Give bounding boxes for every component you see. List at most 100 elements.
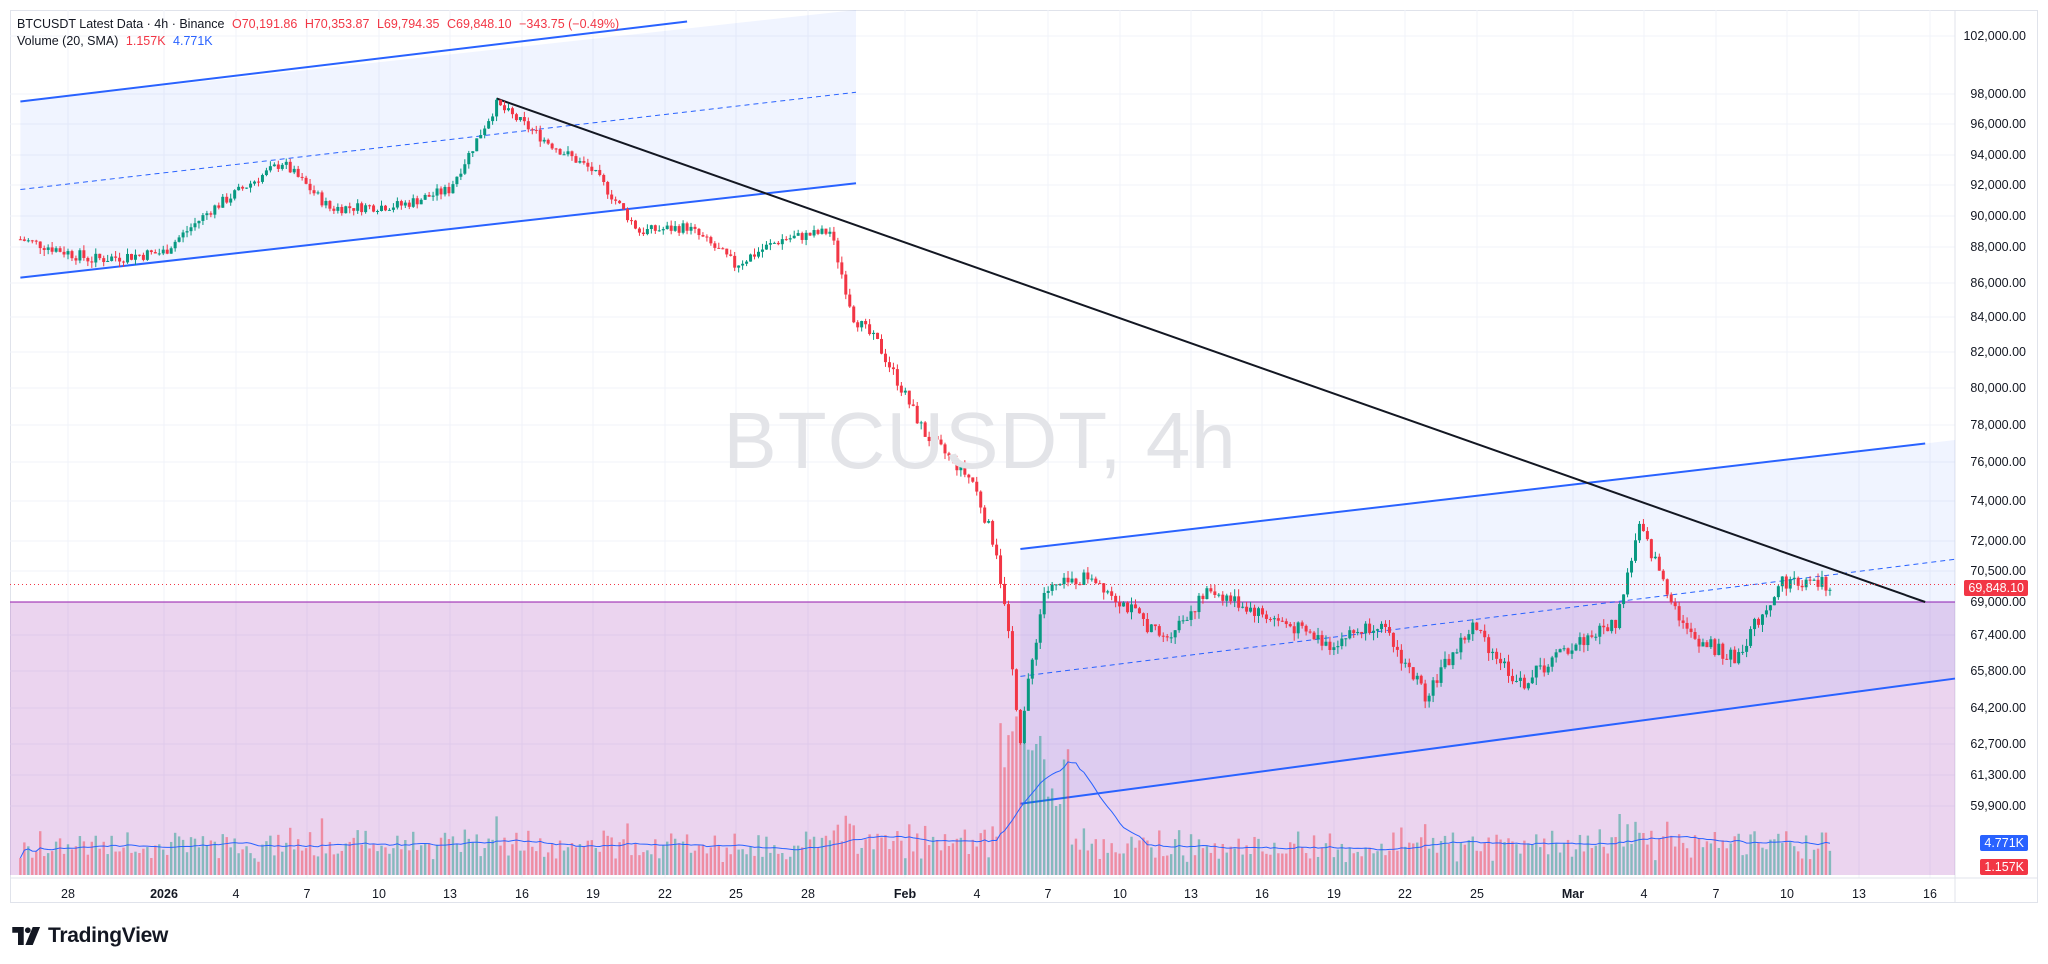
volume-bar [1427,848,1431,875]
candle-body [1344,638,1348,640]
volume-bar [650,854,653,875]
volume-bar [1265,853,1268,875]
volume-bar [1626,824,1629,875]
volume-bar [1507,838,1510,875]
candle-body [1550,657,1554,667]
volume-bar [1289,842,1292,875]
candle-body [780,239,784,245]
candle-body [661,229,665,231]
candle-body [22,239,26,241]
volume-bar [42,856,46,875]
volume-bar [1705,841,1709,875]
candle-body [1034,642,1038,660]
volume-bar [737,849,740,875]
price-tick-label: 80,000.00 [1970,381,2026,395]
candle-body [939,439,943,445]
volume-value-red: 1.157K [125,34,166,48]
candle-body [1772,597,1776,606]
candle-body [1705,642,1709,648]
candle-body [256,181,260,183]
candle-body [332,208,336,211]
candle-body [626,208,630,221]
volume-bar [324,853,328,875]
volume-bar [1765,849,1768,875]
candle-body [1729,649,1733,660]
chart-frame[interactable] [10,10,2038,903]
candle-body [1006,604,1010,632]
support-zone[interactable] [10,602,1955,875]
candle-body [237,186,241,191]
candle-body [296,168,300,177]
candles [18,98,1832,745]
candle-body [876,332,880,339]
volume-bar [1812,849,1816,875]
volume-bar [725,847,728,875]
candle-body [1118,602,1122,607]
volume-bar [443,832,447,875]
candle-body [745,261,749,264]
price-tick-label: 64,200.00 [1970,701,2026,715]
candle-body [189,227,193,232]
volume-bar [487,838,490,875]
trend-line[interactable] [496,97,1926,603]
candle-body [280,164,284,169]
volume-bar [400,849,403,875]
volume-bar [761,856,764,875]
candle-body [693,226,697,229]
candle-body [1260,608,1264,615]
volume-bar [241,849,244,875]
candle-body [1820,576,1824,587]
candle-body [320,192,324,206]
candle-body [364,205,368,213]
candle-body [1463,637,1467,640]
candle-body [1594,636,1598,638]
volume-bars [19,716,1832,875]
volume-bar [1269,854,1272,875]
candle-body [1538,665,1542,667]
volume-bar [1820,832,1824,875]
channel-2-upper-line[interactable] [1020,442,1926,550]
volume-bar [689,852,693,875]
candle-body [665,225,669,230]
volume-bar [729,854,732,875]
candle-body [1788,579,1792,589]
candle-body [915,405,919,424]
candle-body [1737,652,1741,664]
candle-body [356,203,360,211]
candle-body [1201,595,1205,600]
volume-bar [1118,853,1121,875]
volume-bar [1348,847,1351,875]
candle-body [1764,610,1768,615]
candle-body [1221,594,1225,601]
candle-body [1693,632,1697,639]
tradingview-logo[interactable]: TradingView [12,924,168,948]
candle-body [177,237,181,242]
candle-body [816,230,820,234]
volume-bar [1150,847,1153,875]
candle-body [753,254,757,257]
candle-body [1145,618,1149,633]
candle-body [1153,624,1157,627]
candle-body [336,206,340,211]
channel-1-upper-line[interactable] [20,20,688,103]
volume-bar [1257,838,1260,875]
volume-bar [201,836,205,875]
channel-2-lower-line[interactable] [1020,677,1956,805]
candle-body [1383,623,1387,627]
volume-bar [1741,855,1744,875]
channel-1-lower-line[interactable] [20,182,857,279]
volume-bar [963,829,967,875]
volume-bar [150,857,153,875]
volume-bar [1630,844,1633,875]
candle-body [931,435,935,442]
candle-body [157,253,161,255]
volume-bar [634,843,637,875]
volume-bar [1412,843,1415,875]
volume-bar [1527,843,1530,875]
volume-bar [816,847,820,875]
volume-bar [1618,814,1621,875]
candle-body [268,166,272,171]
price-tick-label: 72,000.00 [1970,534,2026,548]
candle-body [653,225,657,231]
